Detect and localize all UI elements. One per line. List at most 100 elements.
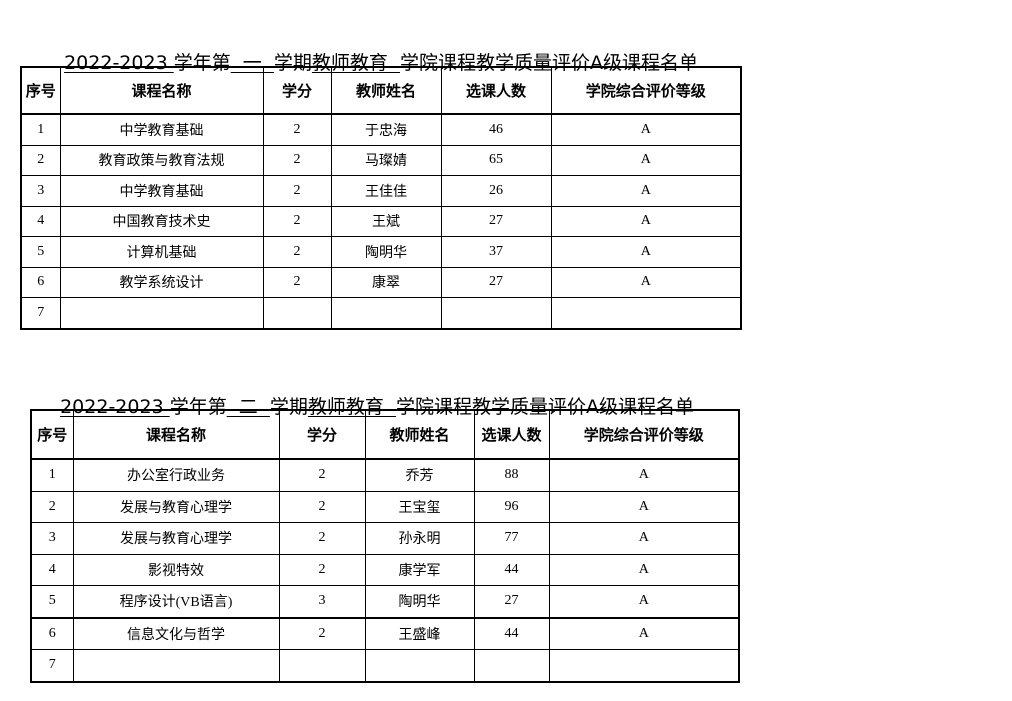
cell-rating: A	[550, 236, 742, 268]
header-credits: 学分	[262, 66, 332, 115]
cell-rating: A	[550, 266, 742, 298]
cell-credits: 2	[278, 490, 366, 523]
cell-rating: A	[550, 113, 742, 146]
cell-credits: 2	[262, 175, 332, 207]
cell-index: 2	[30, 490, 74, 523]
cell-enrollment: 96	[473, 490, 550, 523]
cell-index: 7	[20, 297, 61, 329]
cell-credits: 2	[278, 617, 366, 650]
header-rating: 学院综合评价等级	[550, 66, 742, 115]
table-row: 3 中学教育基础 2 王佳佳 26 A	[20, 175, 742, 207]
cell-course-name: 中学教育基础	[59, 175, 264, 207]
header-row: 序号 课程名称 学分 教师姓名 选课人数 学院综合评价等级	[30, 409, 740, 460]
cell-index: 5	[20, 236, 61, 268]
cell-credits: 2	[262, 113, 332, 146]
header-index: 序号	[20, 66, 61, 115]
cell-teacher-name: 王佳佳	[330, 175, 442, 207]
cell-index: 4	[30, 553, 74, 586]
cell-enrollment: 27	[440, 205, 552, 237]
table-row: 5 计算机基础 2 陶明华 37 A	[20, 236, 742, 268]
cell-enrollment: 37	[440, 236, 552, 268]
cell-credits: 2	[278, 522, 366, 555]
cell-rating	[548, 649, 740, 682]
cell-teacher-name: 康翠	[330, 266, 442, 298]
header-credits: 学分	[278, 409, 366, 460]
header-row: 序号 课程名称 学分 教师姓名 选课人数 学院综合评价等级	[20, 66, 742, 115]
cell-rating: A	[548, 553, 740, 586]
cell-course-name	[59, 297, 264, 329]
cell-enrollment: 26	[440, 175, 552, 207]
cell-course-name: 教育政策与教育法规	[59, 144, 264, 176]
cell-index: 2	[20, 144, 61, 176]
header-teacher-name: 教师姓名	[364, 409, 475, 460]
cell-index: 7	[30, 649, 74, 682]
cell-index: 5	[30, 585, 74, 619]
cell-enrollment: 46	[440, 113, 552, 146]
cell-enrollment: 44	[473, 553, 550, 586]
cell-teacher-name: 王宝玺	[364, 490, 475, 523]
cell-rating: A	[548, 617, 740, 650]
cell-index: 4	[20, 205, 61, 237]
table-row: 6 教学系统设计 2 康翠 27 A	[20, 266, 742, 298]
header-course-name: 课程名称	[59, 66, 264, 115]
cell-enrollment: 65	[440, 144, 552, 176]
table-row: 6 信息文化与哲学 2 王盛峰 44 A	[30, 617, 740, 650]
cell-index: 3	[30, 522, 74, 555]
cell-course-name: 中国教育技术史	[59, 205, 264, 237]
cell-teacher-name: 陶明华	[364, 585, 475, 619]
cell-index: 6	[30, 617, 74, 650]
cell-enrollment: 27	[440, 266, 552, 298]
cell-course-name: 信息文化与哲学	[72, 617, 280, 650]
cell-index: 1	[20, 113, 61, 146]
cell-credits: 2	[262, 266, 332, 298]
table-row: 7	[30, 649, 740, 682]
cell-enrollment: 88	[473, 458, 550, 492]
table-row: 1 中学教育基础 2 于忠海 46 A	[20, 113, 742, 146]
table-row: 7	[20, 297, 742, 329]
header-teacher-name: 教师姓名	[330, 66, 442, 115]
cell-index: 3	[20, 175, 61, 207]
table-row: 4 影视特效 2 康学军 44 A	[30, 553, 740, 586]
cell-teacher-name: 于忠海	[330, 113, 442, 146]
cell-credits: 2	[278, 553, 366, 586]
cell-teacher-name: 王斌	[330, 205, 442, 237]
table-row: 1 办公室行政业务 2 乔芳 88 A	[30, 458, 740, 492]
cell-index: 6	[20, 266, 61, 298]
cell-teacher-name: 王盛峰	[364, 617, 475, 650]
header-rating: 学院综合评价等级	[548, 409, 740, 460]
cell-credits: 2	[262, 236, 332, 268]
header-enrollment: 选课人数	[440, 66, 552, 115]
cell-course-name: 办公室行政业务	[72, 458, 280, 492]
table-row: 2 教育政策与教育法规 2 马璨婧 65 A	[20, 144, 742, 176]
cell-rating: A	[548, 522, 740, 555]
table-row: 5 程序设计(VB语言) 3 陶明华 27 A	[30, 585, 740, 619]
cell-credits: 2	[278, 458, 366, 492]
cell-enrollment: 44	[473, 617, 550, 650]
cell-course-name	[72, 649, 280, 682]
header-course-name: 课程名称	[72, 409, 280, 460]
header-enrollment: 选课人数	[473, 409, 550, 460]
cell-rating: A	[548, 490, 740, 523]
cell-teacher-name: 康学军	[364, 553, 475, 586]
table-row: 2 发展与教育心理学 2 王宝玺 96 A	[30, 490, 740, 523]
cell-credits: 3	[278, 585, 366, 619]
cell-course-name: 发展与教育心理学	[72, 490, 280, 523]
cell-course-name: 中学教育基础	[59, 113, 264, 146]
cell-teacher-name	[364, 649, 475, 682]
cell-enrollment: 77	[473, 522, 550, 555]
cell-teacher-name: 孙永明	[364, 522, 475, 555]
cell-course-name: 程序设计(VB语言)	[72, 585, 280, 619]
cell-teacher-name: 陶明华	[330, 236, 442, 268]
cell-course-name: 影视特效	[72, 553, 280, 586]
cell-index: 1	[30, 458, 74, 492]
cell-rating: A	[550, 205, 742, 237]
cell-enrollment: 27	[473, 585, 550, 619]
cell-credits: 2	[262, 144, 332, 176]
cell-enrollment	[440, 297, 552, 329]
cell-credits: 2	[262, 205, 332, 237]
cell-credits	[278, 649, 366, 682]
cell-credits	[262, 297, 332, 329]
cell-course-name: 发展与教育心理学	[72, 522, 280, 555]
cell-teacher-name: 乔芳	[364, 458, 475, 492]
table-row: 3 发展与教育心理学 2 孙永明 77 A	[30, 522, 740, 555]
